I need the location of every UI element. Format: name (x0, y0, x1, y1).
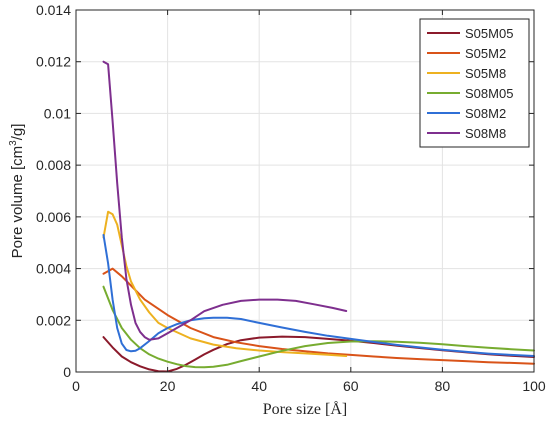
series-line-s05m8 (102, 210, 348, 357)
y-tick-label: 0.002 (36, 312, 71, 328)
y-axis-label-main: Pore volume [cm (9, 146, 26, 259)
x-tick-label: 20 (160, 378, 176, 394)
plot-frame (75, 9, 535, 373)
y-tick-label: 0.014 (36, 2, 71, 18)
y-tick-label: 0.012 (36, 54, 71, 70)
legend-label: S05M2 (465, 46, 506, 61)
y-tick-label: 0.01 (44, 105, 71, 121)
y-tick-label: 0.008 (36, 157, 71, 173)
series-group (102, 60, 535, 373)
tick-labels: 0 20 40 60 80 100 0 0.002 0.004 0.006 0.008 0.01 0.0… (36, 2, 546, 394)
y-tick-label: 0.004 (36, 261, 71, 277)
y-axis-label: Pore volume [cm3/g] (8, 124, 26, 259)
x-tick-label: 40 (251, 378, 267, 394)
x-axis-label: Pore size [Å] (263, 400, 347, 418)
legend: S05M05 S05M2 S05M8 S08M05 S08M2 S08M8 (419, 18, 530, 148)
series-line-s08m8 (102, 60, 348, 341)
y-tick-label: 0 (63, 364, 71, 380)
y-tick-label: 0.006 (36, 209, 71, 225)
x-tick-label: 80 (435, 378, 451, 394)
x-tick-label: 0 (72, 378, 80, 394)
legend-label: S05M05 (465, 26, 513, 41)
legend-label: S08M2 (465, 106, 506, 121)
y-axis-label-superscript: 3 (8, 140, 19, 146)
y-axis-label-tail: /g] (9, 124, 26, 141)
legend-label: S05M8 (465, 66, 506, 81)
series-line-s08m05 (102, 285, 535, 369)
x-tick-label: 60 (343, 378, 359, 394)
legend-box (419, 18, 530, 148)
legend-label: S08M05 (465, 86, 513, 101)
ticks (75, 9, 535, 373)
series-line-s05m2 (102, 267, 535, 365)
series-line-s08m2 (102, 234, 535, 357)
legend-label: S08M8 (465, 126, 506, 141)
x-tick-label: 100 (522, 378, 546, 394)
